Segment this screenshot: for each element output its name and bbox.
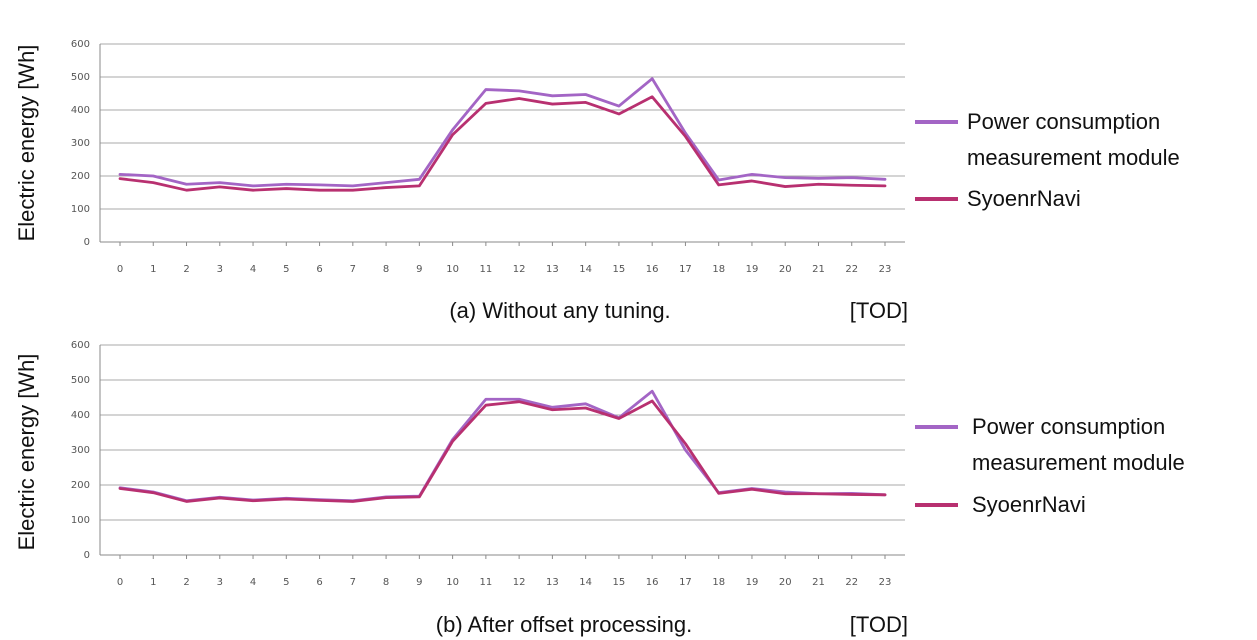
- x-tick-label: 15: [613, 577, 626, 588]
- x-tick-label: 2: [183, 577, 189, 588]
- legend-label: Power consumption: [972, 414, 1165, 439]
- x-tick-label: 6: [316, 264, 322, 275]
- x-tick-label: 22: [845, 577, 858, 588]
- x-tick-label: 7: [350, 264, 356, 275]
- y-tick-label: 400: [71, 105, 90, 116]
- x-tick-label: 4: [250, 577, 256, 588]
- x-tick-label: 5: [283, 577, 289, 588]
- x-tick-label: 14: [579, 264, 592, 275]
- x-tick-label: 1: [150, 264, 156, 275]
- x-tick-label: 13: [546, 264, 559, 275]
- series-line-power-consumption: [118, 77, 887, 188]
- x-tick-label: 20: [779, 577, 792, 588]
- x-tick-label: 19: [746, 577, 759, 588]
- x-tick-label: 5: [283, 264, 289, 275]
- y-tick-label: 0: [84, 237, 90, 248]
- x-tick-label: 11: [480, 264, 493, 275]
- x-tick-label: 10: [446, 264, 459, 275]
- series-line-power-consumption: [118, 389, 887, 503]
- y-tick-label: 100: [71, 204, 90, 215]
- y-tick-label: 200: [71, 171, 90, 182]
- legend-label: measurement module: [972, 450, 1185, 475]
- x-axis-label: [TOD]: [850, 298, 908, 323]
- y-axis-label: Electric energy [Wh]: [14, 354, 39, 551]
- y-tick-label: 400: [71, 410, 90, 421]
- legend-label: measurement module: [967, 145, 1180, 170]
- y-tick-label: 600: [71, 39, 90, 50]
- x-tick-label: 23: [879, 577, 892, 588]
- y-tick-label: 100: [71, 515, 90, 526]
- chart-caption: (a) Without any tuning.: [449, 298, 670, 323]
- x-tick-label: 21: [812, 264, 825, 275]
- x-tick-label: 14: [579, 577, 592, 588]
- x-tick-label: 15: [613, 264, 626, 275]
- x-tick-label: 19: [746, 264, 759, 275]
- x-tick-label: 23: [879, 264, 892, 275]
- x-tick-label: 3: [217, 577, 223, 588]
- x-tick-label: 17: [679, 264, 692, 275]
- legend-label: Power consumption: [967, 109, 1160, 134]
- x-tick-label: 12: [513, 577, 526, 588]
- x-tick-label: 8: [383, 577, 389, 588]
- x-axis-label: [TOD]: [850, 612, 908, 637]
- x-tick-label: 6: [316, 577, 322, 588]
- x-tick-label: 16: [646, 264, 659, 275]
- x-tick-label: 13: [546, 577, 559, 588]
- x-tick-label: 8: [383, 264, 389, 275]
- chart-caption: (b) After offset processing.: [436, 612, 692, 637]
- x-tick-label: 18: [712, 264, 725, 275]
- x-tick-label: 22: [845, 264, 858, 275]
- y-tick-label: 0: [84, 550, 90, 561]
- series-line-syoenrnavi: [118, 95, 887, 192]
- y-tick-label: 600: [71, 340, 90, 351]
- x-tick-label: 20: [779, 264, 792, 275]
- x-tick-label: 0: [117, 264, 123, 275]
- y-tick-label: 300: [71, 138, 90, 149]
- series-line-syoenrnavi: [118, 399, 887, 503]
- x-tick-label: 11: [480, 577, 493, 588]
- y-tick-label: 200: [71, 480, 90, 491]
- x-tick-label: 9: [416, 264, 422, 275]
- x-tick-label: 10: [446, 577, 459, 588]
- y-tick-label: 500: [71, 72, 90, 83]
- x-tick-label: 4: [250, 264, 256, 275]
- x-tick-label: 12: [513, 264, 526, 275]
- x-tick-label: 17: [679, 577, 692, 588]
- legend-label: SyoenrNavi: [972, 492, 1086, 517]
- x-tick-label: 16: [646, 577, 659, 588]
- y-axis-label: Electric energy [Wh]: [14, 45, 39, 242]
- x-tick-label: 0: [117, 577, 123, 588]
- x-tick-label: 18: [712, 577, 725, 588]
- x-tick-label: 9: [416, 577, 422, 588]
- x-tick-label: 1: [150, 577, 156, 588]
- y-tick-label: 300: [71, 445, 90, 456]
- x-tick-label: 21: [812, 577, 825, 588]
- x-tick-label: 7: [350, 577, 356, 588]
- y-tick-label: 500: [71, 375, 90, 386]
- legend-label: SyoenrNavi: [967, 186, 1081, 211]
- x-tick-label: 3: [217, 264, 223, 275]
- x-tick-label: 2: [183, 264, 189, 275]
